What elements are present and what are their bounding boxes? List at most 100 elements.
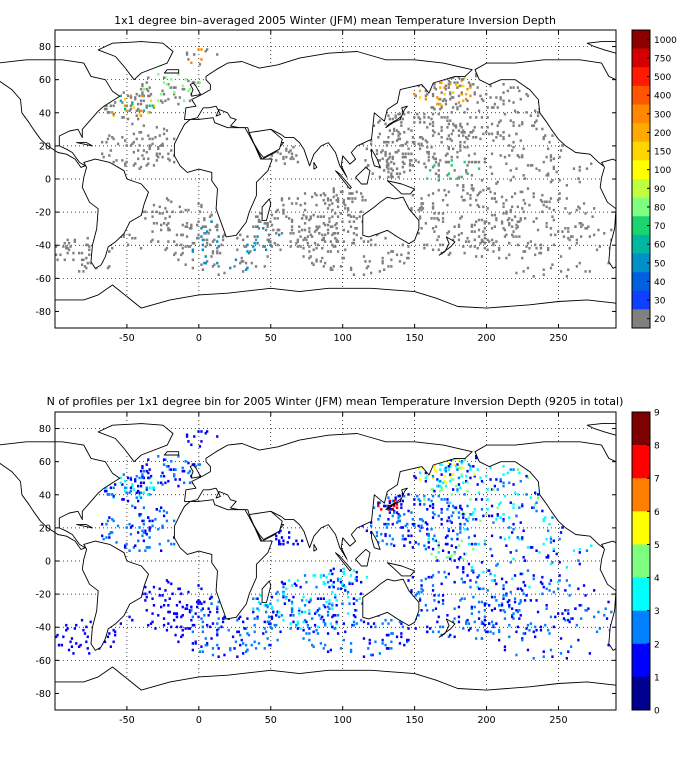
data-bin	[86, 236, 89, 240]
data-bin	[200, 203, 203, 207]
data-bin	[332, 265, 335, 268]
data-bin	[551, 215, 554, 218]
data-bin	[129, 489, 133, 493]
data-bin	[535, 217, 538, 220]
data-bin	[397, 149, 400, 152]
data-bin	[106, 519, 110, 523]
data-bin	[476, 203, 479, 207]
data-bin	[443, 188, 446, 192]
data-bin	[103, 107, 107, 111]
data-bin	[502, 519, 505, 523]
data-bin	[493, 213, 496, 217]
data-bin	[216, 250, 219, 253]
data-bin	[433, 468, 436, 471]
data-bin	[440, 106, 443, 109]
data-bin	[185, 51, 189, 55]
data-bin	[431, 202, 435, 205]
data-bin	[252, 607, 255, 610]
data-bin	[335, 193, 338, 197]
data-bin	[407, 509, 410, 513]
data-bin	[368, 638, 371, 642]
data-bin	[522, 529, 525, 533]
data-bin	[276, 590, 279, 594]
data-bin	[390, 632, 393, 635]
data-bin	[135, 137, 138, 141]
data-bin	[208, 610, 212, 614]
data-bin	[440, 140, 443, 144]
data-bin	[544, 516, 547, 519]
y-tick-label: -60	[35, 656, 51, 667]
data-bin	[112, 112, 115, 116]
data-bin	[456, 537, 459, 541]
data-bin	[466, 527, 469, 531]
data-bin	[406, 638, 409, 642]
data-bin	[331, 202, 334, 205]
data-bin	[477, 205, 481, 209]
data-bin	[549, 197, 553, 200]
data-bin	[590, 544, 593, 547]
data-bin	[364, 198, 367, 202]
data-bin	[198, 63, 202, 66]
data-bin	[324, 193, 327, 197]
data-bin	[482, 205, 485, 209]
data-bin	[526, 648, 530, 652]
data-bin	[486, 187, 489, 190]
data-bin	[276, 150, 279, 154]
data-bin	[148, 144, 151, 147]
data-bin	[278, 228, 281, 232]
data-bin	[217, 627, 220, 630]
data-bin	[420, 587, 423, 591]
data-bin	[441, 220, 445, 223]
data-bin	[108, 250, 111, 253]
data-bin	[535, 549, 538, 552]
data-bin	[276, 217, 279, 220]
data-bin	[141, 534, 144, 538]
data-bin	[312, 263, 315, 266]
data-bin	[430, 499, 433, 503]
data-bin	[331, 268, 334, 271]
data-bin	[355, 609, 358, 612]
data-bin	[347, 612, 350, 615]
data-bin	[404, 142, 407, 146]
data-bin	[203, 614, 206, 617]
data-bin	[552, 549, 555, 552]
data-bin	[256, 241, 259, 245]
data-bin	[336, 215, 340, 218]
data-bin	[433, 212, 436, 215]
data-bin	[142, 481, 145, 485]
data-bin	[378, 132, 381, 136]
data-bin	[184, 208, 187, 212]
data-bin	[410, 207, 413, 210]
data-bin	[421, 519, 425, 523]
data-bin	[480, 600, 484, 604]
data-bin	[423, 243, 426, 247]
data-bin	[324, 261, 327, 265]
data-bin	[148, 519, 151, 523]
data-bin	[148, 493, 151, 496]
data-bin	[447, 160, 450, 164]
data-bin	[175, 615, 179, 619]
y-tick-label: 80	[39, 42, 51, 53]
data-bin	[397, 516, 400, 519]
colorbar-segment	[632, 104, 650, 124]
data-bin	[203, 238, 206, 242]
data-bin	[201, 620, 204, 624]
data-bin	[160, 549, 163, 552]
data-bin	[439, 86, 442, 89]
data-bin	[423, 116, 426, 119]
data-bin	[558, 561, 561, 564]
data-bin	[477, 542, 481, 546]
data-bin	[73, 627, 76, 630]
data-bin	[180, 625, 183, 629]
data-bin	[508, 599, 511, 602]
x-tick-label: 100	[334, 333, 352, 344]
data-bin	[490, 172, 494, 175]
data-bin	[437, 132, 440, 136]
data-bin	[480, 97, 484, 101]
data-bin	[476, 483, 479, 486]
data-bin	[388, 117, 391, 121]
data-bin	[204, 261, 207, 265]
data-bin	[440, 91, 443, 94]
data-bin	[417, 466, 420, 470]
data-bin	[181, 223, 184, 227]
